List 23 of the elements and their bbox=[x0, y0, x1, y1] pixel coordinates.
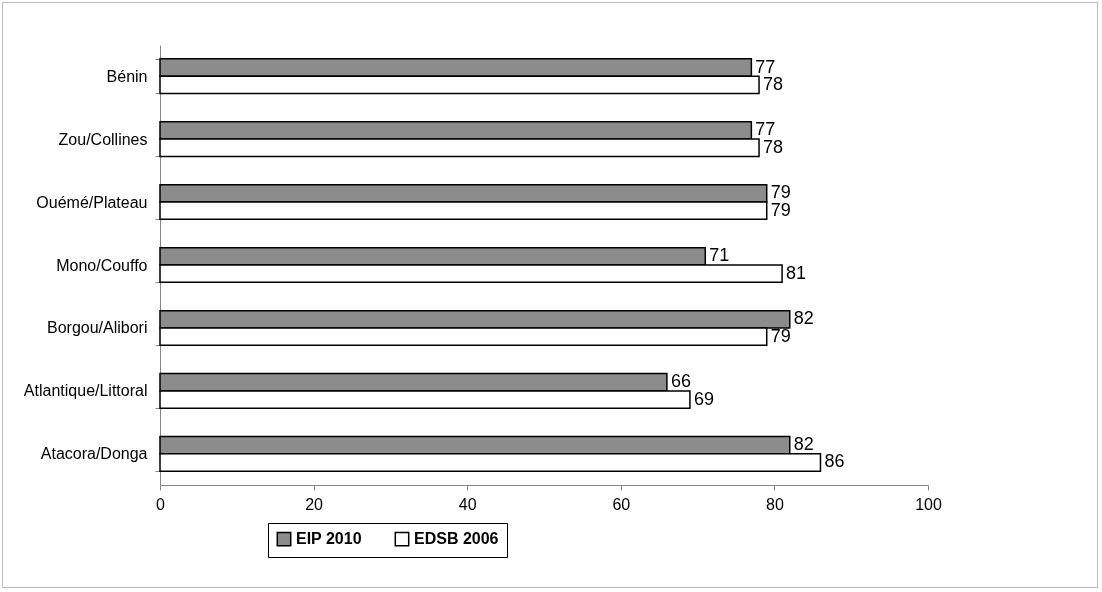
data-label: 81 bbox=[786, 262, 807, 283]
data-label: 69 bbox=[693, 388, 714, 409]
x-tick-label: 80 bbox=[766, 495, 784, 513]
x-tick-label: 20 bbox=[305, 495, 324, 513]
legend-label: EIP 2010 bbox=[296, 530, 362, 548]
y-tick-label: Ouémé/Plateau bbox=[36, 193, 148, 211]
x-tick-label: 100 bbox=[915, 495, 942, 513]
data-label: 86 bbox=[824, 451, 845, 472]
y-tick-label: Zou/Collines bbox=[58, 130, 148, 148]
x-tick-label: 40 bbox=[458, 495, 477, 513]
data-label: 66 bbox=[670, 371, 691, 392]
data-label: 79 bbox=[770, 325, 791, 346]
x-tick-label: 60 bbox=[612, 495, 631, 513]
y-tick-label: Bénin bbox=[106, 67, 148, 85]
data-label: 82 bbox=[793, 308, 814, 329]
y-tick-label: Borgou/Alibori bbox=[47, 319, 148, 337]
legend-label: EDSB 2006 bbox=[414, 530, 499, 548]
y-tick-label: Atlantique/Littoral bbox=[23, 382, 148, 400]
data-label: 82 bbox=[793, 434, 814, 455]
y-tick-label: Atacora/Donga bbox=[40, 445, 148, 463]
data-label: 71 bbox=[709, 245, 730, 266]
x-tick-label: 0 bbox=[156, 495, 166, 513]
y-tick-label: Mono/Couffo bbox=[56, 256, 148, 274]
